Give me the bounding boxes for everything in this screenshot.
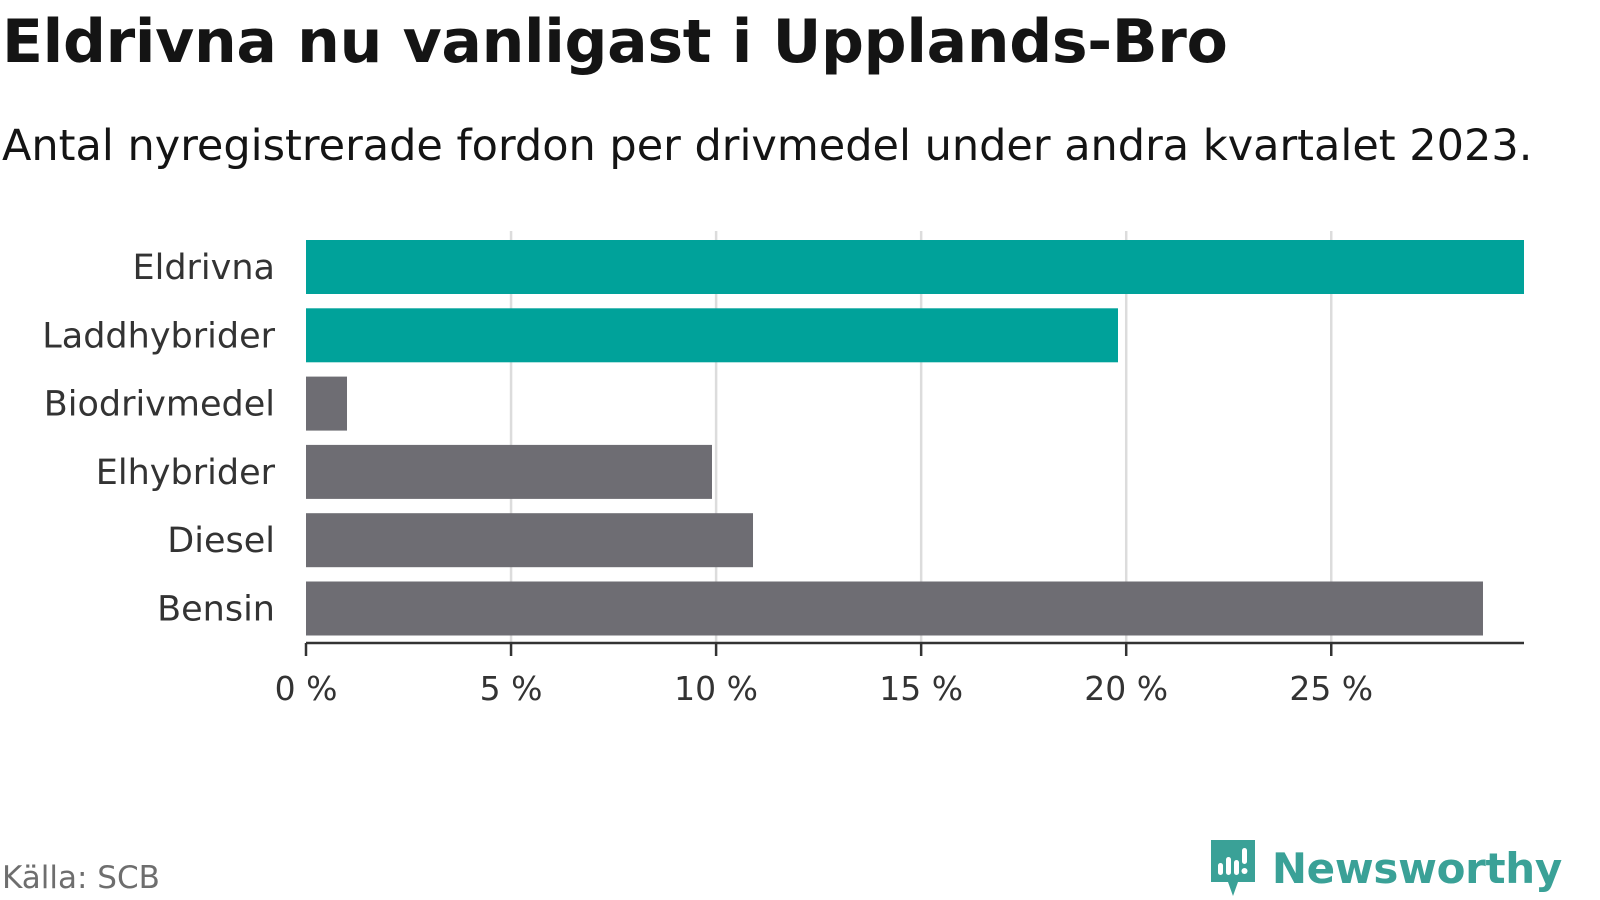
gridlines [509, 231, 1333, 643]
bar-chart: Eldrivna Laddhybrider Biodrivmedel Elhybrid… [42, 231, 1524, 708]
x-tick-label: 15 % [879, 669, 963, 708]
newsworthy-logo-icon [1210, 840, 1255, 896]
bar-laddhybrider [306, 308, 1118, 363]
bar-diesel [306, 513, 754, 568]
x-tick-label: 25 % [1289, 669, 1373, 708]
newsworthy-logo: Newsworthy [1208, 836, 1562, 900]
bar-bensin [306, 581, 1483, 636]
category-label: Eldrivna [132, 248, 275, 288]
bars [306, 240, 1524, 636]
bar-biodrivmedel [306, 376, 348, 431]
bar-eldrivna [306, 240, 1524, 294]
x-tick-label: 0 % [275, 669, 338, 708]
brand-name: Newsworthy [1271, 843, 1562, 893]
bar-elhybrider [306, 444, 712, 499]
source-note: Källa: SCB [2, 860, 160, 896]
category-label: Biodrivmedel [44, 385, 275, 425]
x-tick-label: 20 % [1084, 669, 1168, 708]
x-tick-label: 10 % [674, 669, 758, 708]
chart-subtitle: Antal nyregistrerade fordon per drivmede… [2, 121, 1533, 171]
category-label: Bensin [157, 590, 275, 630]
x-axis: 0 % 5 % 10 % 15 % 20 % 25 % [275, 641, 1524, 708]
category-labels: Eldrivna Laddhybrider Biodrivmedel Elhybrid… [42, 248, 275, 630]
chart-title: Eldrivna nu vanligast i Upplands-Bro [2, 7, 1228, 77]
category-label: Diesel [167, 521, 275, 561]
x-tick-label: 5 % [480, 669, 543, 708]
category-label: Elhybrider [96, 453, 276, 493]
category-label: Laddhybrider [42, 316, 275, 356]
